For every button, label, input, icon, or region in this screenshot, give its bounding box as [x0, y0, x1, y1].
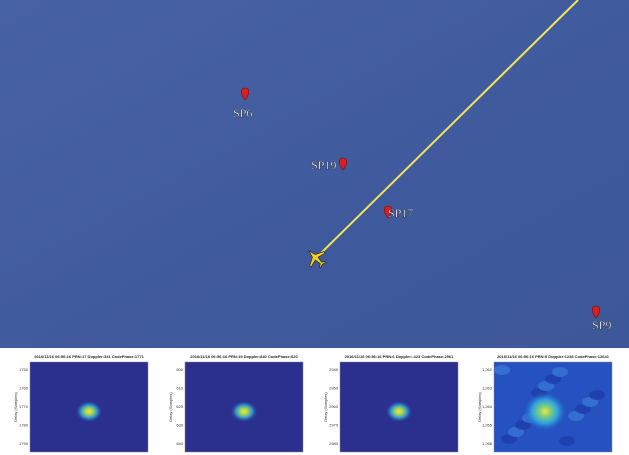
y-tick-label: 1780 — [19, 423, 29, 428]
heatmap-peak — [523, 392, 567, 432]
y-axis-label: Delay (Samples) — [323, 392, 328, 422]
y-tick-label: 610 — [176, 386, 183, 391]
y-tick-label: 2960 — [329, 404, 339, 409]
heatmap-noise — [589, 390, 605, 400]
heatmap-peak — [75, 401, 103, 423]
y-tick-label: 600 — [176, 367, 183, 372]
y-axis-label: Delay (Samples) — [168, 392, 173, 422]
panel-title: 2016/11/16 06:56:16 PRN:6 Doppler:-423 C… — [345, 354, 454, 359]
y-tick-label: 2980 — [329, 441, 339, 446]
marker-label: SP19 — [311, 158, 336, 172]
y-tick-label: 1790 — [19, 441, 29, 446]
heatmap-peak — [385, 401, 413, 423]
scene: SP6 SP19 SP17 SP9 2016/11/16 06:56:16 PRN:17… — [0, 0, 629, 455]
y-tick-label: 1,262 — [482, 367, 493, 372]
heatmap-noise — [494, 365, 510, 375]
y-tick-label: 1770 — [19, 404, 29, 409]
y-tick-label: 1,266 — [482, 441, 493, 446]
y-tick-label: 2950 — [329, 386, 339, 391]
panel-title: 2016/11/16 06:56:16 PRN:19 Doppler:840 C… — [190, 354, 298, 359]
marker-label: SP9 — [592, 318, 611, 332]
y-axis-label: Delay (Samples) — [13, 392, 18, 422]
heatmap-peak — [230, 401, 258, 423]
heatmap-noise — [559, 436, 575, 446]
y-tick-label: 2970 — [329, 423, 339, 428]
panel-title: 2016/11/16 06:56:16 PRN:9 Doppler:1238 C… — [497, 354, 610, 359]
marker-label: SP6 — [233, 106, 252, 120]
y-tick-label: 1,265 — [482, 423, 493, 428]
y-tick-label: 2940 — [329, 367, 339, 372]
marker-label: SP17 — [388, 206, 413, 220]
y-tick-label: 1,263 — [482, 386, 493, 391]
map-background — [0, 0, 629, 348]
y-tick-label: 1760 — [19, 386, 29, 391]
y-tick-label: 630 — [176, 423, 183, 428]
y-tick-label: 1,264 — [482, 404, 493, 409]
y-tick-label: 640 — [176, 441, 183, 446]
screenshot: SP6 SP19 SP17 SP9 2016/11/16 06:56:16 PRN:17… — [0, 0, 629, 455]
heatmap-noise — [552, 367, 568, 377]
panel-title: 2016/11/16 06:56:16 PRN:17 Doppler:331 C… — [34, 354, 144, 359]
y-tick-label: 1750 — [19, 367, 29, 372]
y-tick-label: 620 — [176, 404, 183, 409]
